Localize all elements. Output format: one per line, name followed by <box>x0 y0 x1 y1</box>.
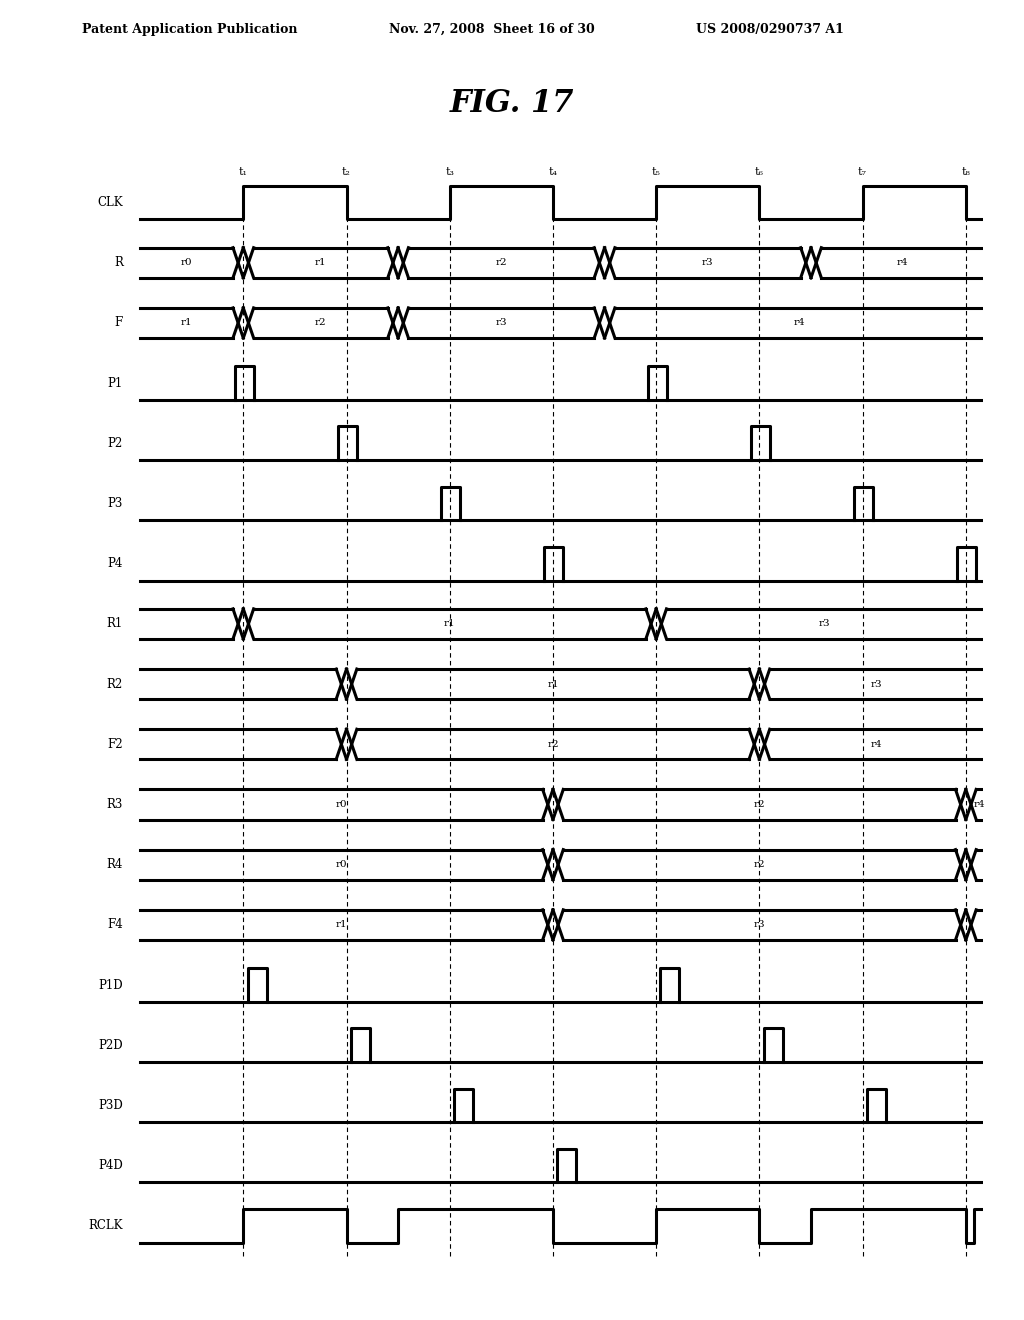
Text: r4: r4 <box>974 800 985 809</box>
Text: r1: r1 <box>180 318 193 327</box>
Text: r3: r3 <box>496 318 507 327</box>
Text: P4D: P4D <box>98 1159 123 1172</box>
Text: P2: P2 <box>108 437 123 450</box>
Text: F: F <box>115 317 123 330</box>
Text: R: R <box>114 256 123 269</box>
Text: r2: r2 <box>754 800 765 809</box>
Text: r1: r1 <box>444 619 456 628</box>
Text: t₂: t₂ <box>342 168 351 177</box>
Text: t₆: t₆ <box>755 168 764 177</box>
Text: CLK: CLK <box>97 197 123 209</box>
Text: r2: r2 <box>315 318 327 327</box>
Text: R2: R2 <box>106 677 123 690</box>
Text: r3: r3 <box>702 259 714 267</box>
Text: r4: r4 <box>870 739 883 748</box>
Text: t₃: t₃ <box>445 168 455 177</box>
Text: r4: r4 <box>794 318 805 327</box>
Text: r2: r2 <box>547 739 559 748</box>
Text: Nov. 27, 2008  Sheet 16 of 30: Nov. 27, 2008 Sheet 16 of 30 <box>389 22 595 36</box>
Text: FIG. 17: FIG. 17 <box>450 88 574 119</box>
Text: r1: r1 <box>336 920 347 929</box>
Text: r0: r0 <box>336 800 347 809</box>
Text: r0: r0 <box>180 259 193 267</box>
Text: r2: r2 <box>754 861 765 869</box>
Text: t₁: t₁ <box>239 168 248 177</box>
Text: RCLK: RCLK <box>88 1220 123 1233</box>
Text: US 2008/0290737 A1: US 2008/0290737 A1 <box>696 22 844 36</box>
Text: t₈: t₈ <box>962 168 971 177</box>
Text: F2: F2 <box>108 738 123 751</box>
Text: R4: R4 <box>106 858 123 871</box>
Text: r3: r3 <box>819 619 830 628</box>
Text: r0: r0 <box>336 861 347 869</box>
Text: P1: P1 <box>108 376 123 389</box>
Text: r4: r4 <box>896 259 908 267</box>
Text: r3: r3 <box>870 680 883 689</box>
Text: R1: R1 <box>106 618 123 631</box>
Text: r2: r2 <box>496 259 507 267</box>
Text: t₄: t₄ <box>549 168 557 177</box>
Text: r3: r3 <box>754 920 765 929</box>
Text: Patent Application Publication: Patent Application Publication <box>82 22 297 36</box>
Text: r1: r1 <box>547 680 559 689</box>
Text: t₅: t₅ <box>651 168 660 177</box>
Text: t₇: t₇ <box>858 168 867 177</box>
Text: P3D: P3D <box>98 1100 123 1111</box>
Text: P2D: P2D <box>98 1039 123 1052</box>
Text: R3: R3 <box>106 799 123 810</box>
Text: P4: P4 <box>108 557 123 570</box>
Text: F4: F4 <box>108 919 123 932</box>
Text: P1D: P1D <box>98 978 123 991</box>
Text: P3: P3 <box>108 498 123 510</box>
Text: r1: r1 <box>315 259 327 267</box>
